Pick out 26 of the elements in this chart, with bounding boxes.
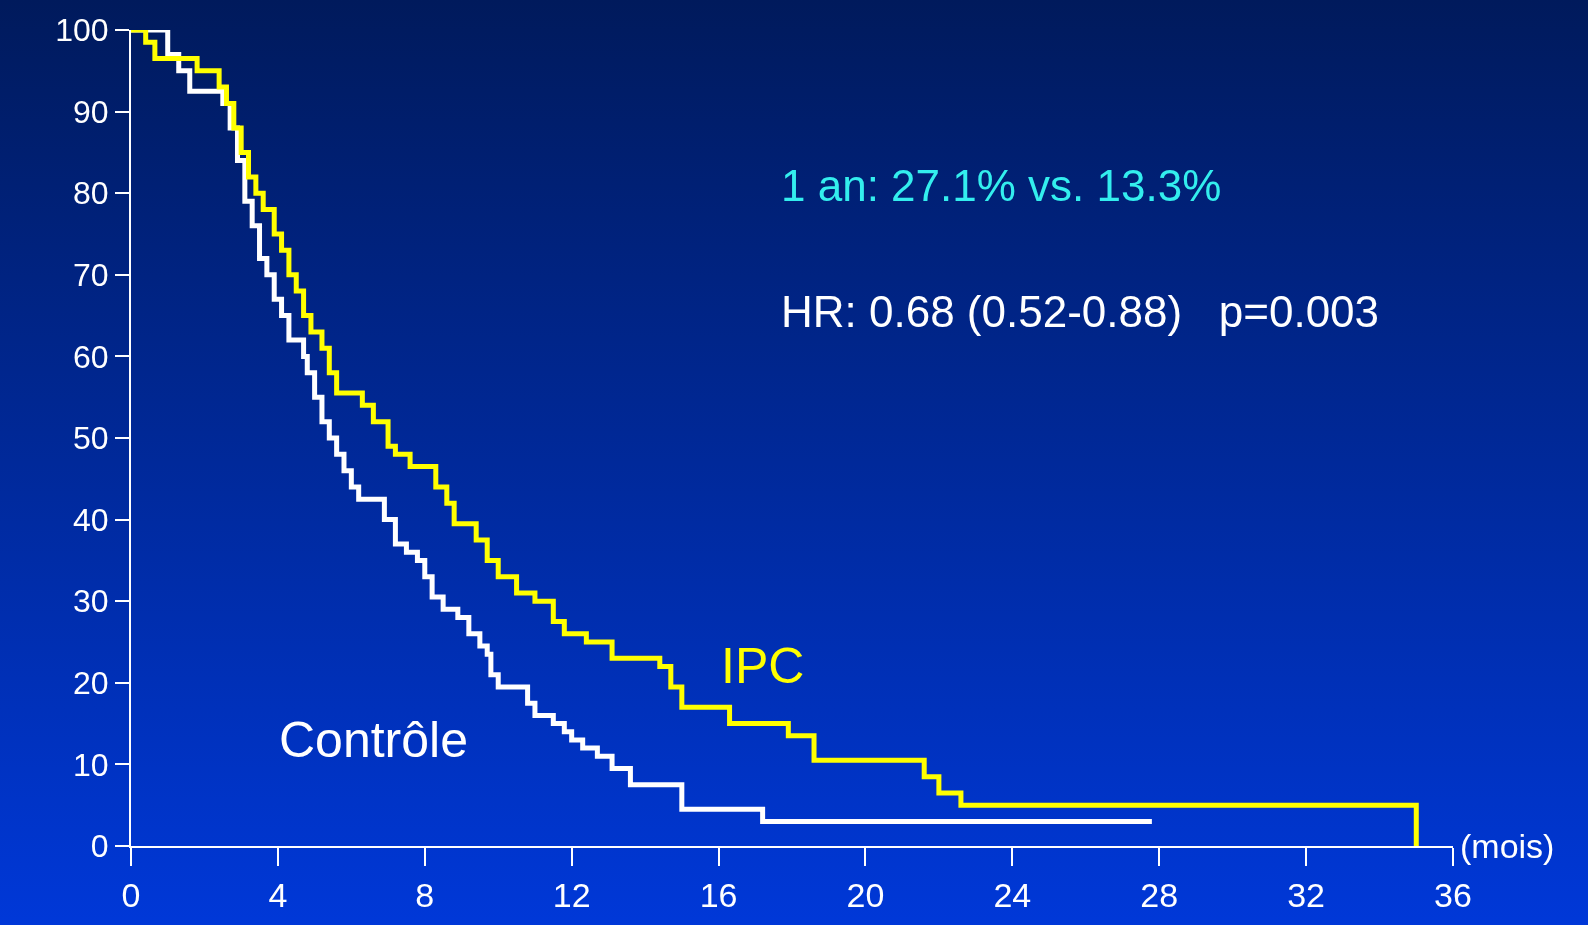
y-tick-label: 30 <box>73 583 109 620</box>
y-tick-label: 40 <box>73 501 109 538</box>
series-label: Contrôle <box>279 712 468 768</box>
x-tick-label: 16 <box>699 875 738 914</box>
y-tick-label: 70 <box>73 257 109 293</box>
series-label: IPC <box>721 638 805 694</box>
x-tick-label: 12 <box>552 875 591 914</box>
y-tick-label: 100 <box>55 12 109 49</box>
x-tick-label: 28 <box>1140 875 1179 914</box>
y-tick-label: 0 <box>90 828 109 865</box>
x-tick-label: 36 <box>1434 875 1472 914</box>
y-tick-label: 20 <box>73 665 109 701</box>
annotation: 1 an: 27.1% vs. 13.3% <box>781 161 1222 210</box>
y-tick-label: 60 <box>73 338 109 375</box>
x-tick-label: 8 <box>415 875 435 914</box>
x-tick-label: 20 <box>846 875 885 914</box>
y-tick-label: 90 <box>73 93 109 130</box>
x-tick-label: 0 <box>121 875 141 914</box>
x-tick-label: 4 <box>268 875 288 914</box>
y-tick-label: 80 <box>73 175 109 212</box>
x-axis-title: (mois) <box>1460 827 1555 865</box>
x-tick-label: 24 <box>993 875 1032 914</box>
y-tick-label: 10 <box>73 746 109 783</box>
x-tick-label: 32 <box>1287 875 1326 914</box>
annotation: HR: 0.68 (0.52-0.88) p=0.003 <box>781 287 1380 336</box>
y-tick-label: 50 <box>73 420 109 457</box>
